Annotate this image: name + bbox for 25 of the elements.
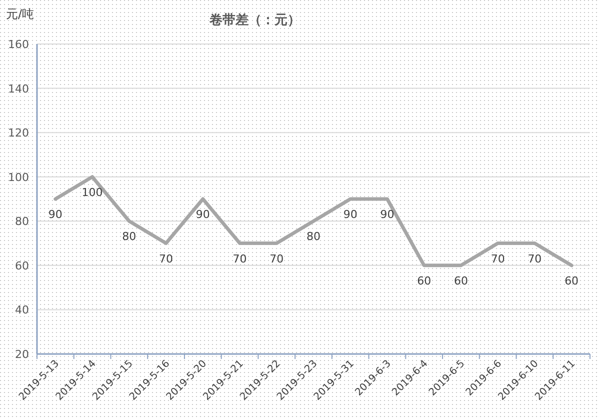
y-tick-label: 40: [15, 304, 29, 317]
y-tick-label: 160: [8, 38, 29, 51]
y-tick-label: 60: [15, 259, 29, 272]
y-tick-label: 120: [8, 126, 29, 140]
y-tick-label: 80: [15, 215, 29, 228]
data-label: 90: [196, 208, 210, 221]
data-label: 70: [270, 252, 284, 266]
y-tick-label: 140: [8, 82, 29, 96]
data-label: 70: [490, 252, 505, 266]
data-label: 80: [122, 230, 136, 244]
data-label: 70: [528, 252, 542, 266]
data-label: 70: [232, 252, 247, 266]
data-label: 60: [564, 274, 579, 288]
y-axis-title: 元/吨: [6, 7, 34, 21]
data-label: 90: [48, 208, 62, 221]
data-label: 70: [159, 252, 174, 266]
data-label: 100: [82, 186, 103, 199]
data-label: 80: [306, 230, 320, 244]
chart-title: 卷带差（：元）: [208, 13, 300, 28]
data-label: 90: [343, 208, 358, 221]
data-label: 90: [380, 208, 394, 221]
data-label: 60: [454, 274, 468, 288]
data-label: 60: [417, 274, 432, 288]
y-tick-label: 100: [8, 170, 29, 184]
y-tick-label: 20: [15, 348, 29, 361]
